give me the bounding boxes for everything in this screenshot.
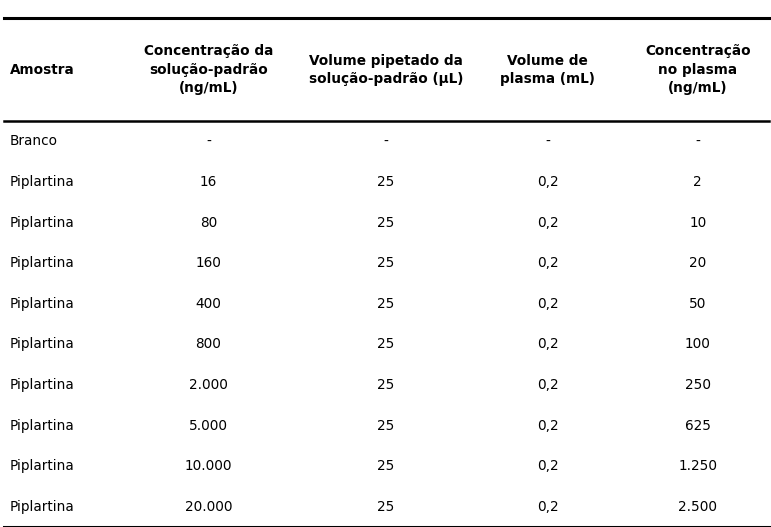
Text: -: - — [545, 134, 550, 149]
Text: 625: 625 — [685, 418, 711, 433]
Text: 20: 20 — [689, 256, 706, 270]
Text: 25: 25 — [377, 175, 395, 189]
Text: 25: 25 — [377, 500, 395, 514]
Text: Piplartina: Piplartina — [10, 418, 75, 433]
Text: 80: 80 — [200, 216, 217, 230]
Text: 0,2: 0,2 — [537, 378, 559, 392]
Text: 1.250: 1.250 — [678, 459, 717, 473]
Text: 0,2: 0,2 — [537, 175, 559, 189]
Text: 25: 25 — [377, 418, 395, 433]
Text: 20.000: 20.000 — [185, 500, 232, 514]
Text: 2: 2 — [693, 175, 702, 189]
Text: Amostra: Amostra — [10, 63, 75, 77]
Text: 0,2: 0,2 — [537, 459, 559, 473]
Text: Piplartina: Piplartina — [10, 216, 75, 230]
Text: 50: 50 — [689, 297, 706, 311]
Text: Concentração da
solução-padrão
(ng/mL): Concentração da solução-padrão (ng/mL) — [144, 44, 273, 95]
Text: Piplartina: Piplartina — [10, 337, 75, 352]
Text: 25: 25 — [377, 459, 395, 473]
Text: 25: 25 — [377, 378, 395, 392]
Text: 0,2: 0,2 — [537, 500, 559, 514]
Text: -: - — [695, 134, 700, 149]
Text: Piplartina: Piplartina — [10, 459, 75, 473]
Text: 160: 160 — [196, 256, 221, 270]
Text: -: - — [206, 134, 211, 149]
Text: 0,2: 0,2 — [537, 337, 559, 352]
Text: Volume pipetado da
solução-padrão (µL): Volume pipetado da solução-padrão (µL) — [308, 54, 463, 86]
Text: Volume de
plasma (mL): Volume de plasma (mL) — [500, 54, 595, 86]
Text: 25: 25 — [377, 216, 395, 230]
Text: 25: 25 — [377, 297, 395, 311]
Text: 10: 10 — [689, 216, 706, 230]
Text: 100: 100 — [685, 337, 711, 352]
Text: Piplartina: Piplartina — [10, 256, 75, 270]
Text: 0,2: 0,2 — [537, 256, 559, 270]
Text: Branco: Branco — [10, 134, 58, 149]
Text: 250: 250 — [685, 378, 711, 392]
Text: Piplartina: Piplartina — [10, 297, 75, 311]
Text: 0,2: 0,2 — [537, 216, 559, 230]
Text: 16: 16 — [200, 175, 217, 189]
Text: 400: 400 — [196, 297, 221, 311]
Text: 25: 25 — [377, 337, 395, 352]
Text: 25: 25 — [377, 256, 395, 270]
Text: 5.000: 5.000 — [189, 418, 228, 433]
Text: 0,2: 0,2 — [537, 418, 559, 433]
Text: -: - — [383, 134, 389, 149]
Text: Piplartina: Piplartina — [10, 175, 75, 189]
Text: 800: 800 — [196, 337, 221, 352]
Text: Piplartina: Piplartina — [10, 378, 75, 392]
Text: 2.000: 2.000 — [189, 378, 228, 392]
Text: 0,2: 0,2 — [537, 297, 559, 311]
Text: Concentração
no plasma
(ng/mL): Concentração no plasma (ng/mL) — [645, 44, 750, 95]
Text: Piplartina: Piplartina — [10, 500, 75, 514]
Text: 10.000: 10.000 — [185, 459, 232, 473]
Text: 2.500: 2.500 — [678, 500, 717, 514]
